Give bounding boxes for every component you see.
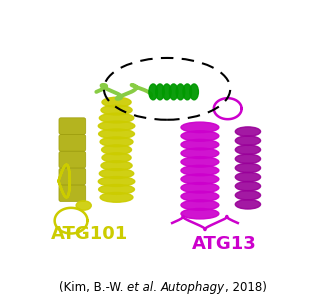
Ellipse shape [101,161,132,171]
Ellipse shape [235,127,260,136]
Ellipse shape [235,163,260,173]
Ellipse shape [181,165,219,176]
Ellipse shape [102,97,131,107]
Ellipse shape [235,181,260,191]
Text: (Kim, B.-W.: (Kim, B.-W. [59,281,127,294]
Text: et al: et al [127,281,153,294]
Text: , 2018): , 2018) [225,281,267,294]
Ellipse shape [235,145,260,155]
FancyBboxPatch shape [59,152,86,168]
FancyBboxPatch shape [59,168,86,185]
Ellipse shape [169,84,178,100]
Ellipse shape [98,121,135,131]
Ellipse shape [76,201,91,210]
Ellipse shape [190,84,199,100]
Ellipse shape [99,185,134,194]
Text: Autophagy: Autophagy [161,281,225,294]
Ellipse shape [235,200,260,209]
Ellipse shape [99,113,134,123]
Ellipse shape [181,131,219,141]
Ellipse shape [181,174,219,185]
Ellipse shape [181,208,219,219]
Ellipse shape [181,122,219,133]
Ellipse shape [98,177,135,186]
Ellipse shape [99,169,134,178]
Ellipse shape [181,148,219,158]
Ellipse shape [101,105,132,115]
FancyBboxPatch shape [59,118,86,134]
Ellipse shape [181,182,219,193]
Text: .: . [153,281,161,294]
Ellipse shape [102,153,131,163]
Ellipse shape [163,84,171,100]
Ellipse shape [181,139,219,150]
Ellipse shape [102,145,131,155]
FancyBboxPatch shape [59,135,86,151]
Ellipse shape [156,84,164,100]
Ellipse shape [235,172,260,182]
FancyBboxPatch shape [59,185,86,201]
Ellipse shape [176,84,185,100]
Ellipse shape [235,154,260,164]
Ellipse shape [100,192,133,202]
Ellipse shape [235,136,260,145]
Ellipse shape [181,157,219,167]
Ellipse shape [100,137,133,147]
Ellipse shape [181,191,219,202]
Ellipse shape [181,200,219,210]
Text: ATG13: ATG13 [192,235,257,253]
Text: ATG101: ATG101 [51,225,128,243]
Ellipse shape [183,84,192,100]
Ellipse shape [99,129,134,139]
Ellipse shape [149,84,157,100]
Ellipse shape [235,191,260,200]
